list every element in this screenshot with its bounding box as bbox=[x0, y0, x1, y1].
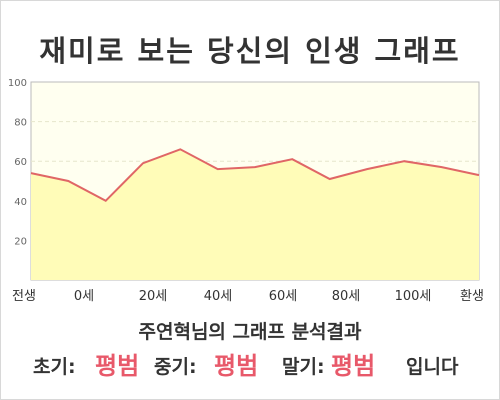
x-tick-label: 60세 bbox=[269, 289, 298, 304]
y-tick-label: 100 bbox=[8, 78, 27, 89]
x-axis-ticks: 전생 0세 20세 40세 60세 80세 100세 환생 bbox=[12, 289, 484, 304]
mid-value: 평범 bbox=[214, 352, 259, 380]
x-tick-label: 80세 bbox=[332, 289, 361, 304]
x-tick-label: 전생 bbox=[12, 289, 36, 304]
x-tick-label: 20세 bbox=[139, 289, 168, 304]
x-tick-label: 환생 bbox=[460, 289, 484, 304]
y-tick-label: 60 bbox=[14, 157, 27, 168]
result-suffix: 입니다 bbox=[406, 356, 459, 378]
mid-label: 중기: bbox=[154, 356, 197, 378]
y-tick-label: 40 bbox=[14, 197, 27, 208]
series-area bbox=[31, 149, 479, 280]
x-tick-label: 100세 bbox=[395, 289, 432, 304]
analysis-result: 초기: 평범 중기: 평범 말기: 평범 입니다 bbox=[0, 346, 500, 380]
x-tick-label: 0세 bbox=[74, 289, 94, 304]
page-title: 재미로 보는 당신의 인생 그래프 bbox=[39, 34, 461, 68]
x-tick-label: 40세 bbox=[204, 289, 233, 304]
y-tick-label: 80 bbox=[14, 118, 27, 129]
late-label: 말기: bbox=[282, 356, 325, 378]
early-value: 평범 bbox=[95, 352, 140, 380]
y-tick-label: 20 bbox=[14, 236, 27, 247]
early-label: 초기: bbox=[33, 356, 76, 378]
y-axis-ticks: 20 40 60 80 100 bbox=[8, 78, 27, 247]
late-value: 평범 bbox=[331, 352, 376, 380]
series-line bbox=[30, 148, 480, 203]
analysis-subtitle: 주연혁님의 그래프 분석결과 bbox=[138, 321, 362, 343]
